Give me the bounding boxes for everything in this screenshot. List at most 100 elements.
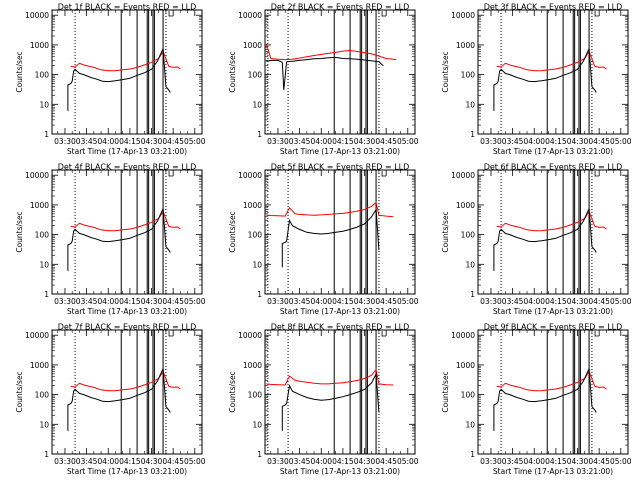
panel-title: Det 9f BLACK = Events RED = LLD: [484, 323, 623, 332]
y-tick-label: 1: [257, 450, 262, 459]
x-tick-label: 03:30: [267, 297, 289, 306]
x-tick-label: 04:30: [567, 297, 589, 306]
y-axis-label: Counts/sec: [15, 51, 24, 92]
y-axis-label: Counts/sec: [228, 211, 237, 252]
x-tick-label: 04:15: [119, 457, 141, 466]
top-bracket-mark: [594, 11, 600, 17]
x-tick-label: 05:00: [184, 137, 206, 146]
plot-frame: [477, 329, 629, 455]
y-tick-label: 1000: [456, 41, 475, 50]
panel-title: Det 7f BLACK = Events RED = LLD: [58, 323, 197, 332]
y-tick-label: 1: [470, 130, 475, 139]
lld-series-line: [70, 210, 181, 232]
y-tick-label: 100: [248, 71, 263, 80]
x-tick-label: 04:30: [567, 137, 589, 146]
y-axis-label: Counts/sec: [15, 211, 24, 252]
y-tick-label: 100: [35, 71, 50, 80]
x-tick-label: 04:45: [588, 297, 610, 306]
x-axis-label: Start Time (17-Apr-13 03:21:00): [280, 307, 400, 316]
y-tick-label: 10: [252, 100, 262, 109]
y-tick-label: 100: [461, 231, 476, 240]
plot-frame: [51, 9, 203, 135]
top-bracket-mark: [594, 171, 600, 177]
x-tick-label: 04:00: [523, 137, 545, 146]
x-tick-label: 04:45: [588, 457, 610, 466]
y-tick-label: 1000: [243, 361, 262, 370]
lld-series-line: [70, 50, 181, 72]
y-tick-label: 10: [465, 260, 475, 269]
y-axis-label: Counts/sec: [441, 51, 450, 92]
x-tick-label: 03:45: [502, 457, 524, 466]
x-tick-label: 03:45: [502, 297, 524, 306]
y-tick-label: 10: [252, 420, 262, 429]
y-tick-label: 1: [44, 290, 49, 299]
x-tick-label: 03:30: [267, 137, 289, 146]
x-tick-label: 03:45: [289, 297, 311, 306]
x-tick-label: 03:45: [502, 137, 524, 146]
x-tick-label: 03:30: [480, 457, 502, 466]
events-series-line: [493, 208, 597, 271]
x-tick-label: 04:15: [545, 137, 567, 146]
x-tick-label: 03:45: [76, 137, 98, 146]
x-tick-label: 03:30: [54, 137, 76, 146]
x-tick-label: 04:45: [375, 297, 397, 306]
x-axis-label: Start Time (17-Apr-13 03:21:00): [493, 307, 613, 316]
y-tick-label: 1: [470, 290, 475, 299]
lld-series-line: [496, 50, 607, 72]
y-tick-label: 10000: [451, 331, 475, 340]
panel-title: Det 2f BLACK = Events RED = LLD: [271, 3, 410, 12]
lld-series-line: [496, 370, 607, 392]
x-tick-label: 05:00: [184, 457, 206, 466]
panel-title: Det 8f BLACK = Events RED = LLD: [271, 323, 410, 332]
x-tick-label: 05:00: [397, 137, 419, 146]
y-tick-label: 10000: [25, 331, 49, 340]
y-axis-label: Counts/sec: [15, 371, 24, 412]
chart-panel-2: Det 2f BLACK = Events RED = LLD 1 10 100 100…: [228, 3, 419, 157]
top-bracket-mark: [168, 171, 174, 177]
y-tick-label: 100: [248, 231, 263, 240]
x-axis-label: Start Time (17-Apr-13 03:21:00): [280, 147, 400, 156]
x-tick-label: 04:15: [545, 457, 567, 466]
top-bracket-mark: [168, 11, 174, 17]
x-axis-label: Start Time (17-Apr-13 03:21:00): [493, 147, 613, 156]
x-tick-label: 04:45: [375, 137, 397, 146]
x-tick-label: 04:15: [332, 297, 354, 306]
x-tick-label: 05:00: [610, 137, 632, 146]
chart-panel-6: Det 6f BLACK = Events RED = LLD 1 10 100 100…: [441, 163, 632, 317]
x-tick-label: 04:00: [310, 137, 332, 146]
x-tick-label: 04:30: [141, 457, 163, 466]
events-series-line: [266, 56, 384, 91]
chart-panel-8: Det 8f BLACK = Events RED = LLD 1 10 100 100…: [228, 323, 419, 477]
y-tick-label: 10000: [238, 11, 262, 20]
y-tick-label: 10000: [25, 11, 49, 20]
x-tick-label: 03:30: [54, 297, 76, 306]
lld-series-line: [266, 201, 394, 218]
x-axis-label: Start Time (17-Apr-13 03:21:00): [67, 307, 187, 316]
chart-panel-3: Det 3f BLACK = Events RED = LLD 1 10 100 100…: [441, 3, 632, 157]
plot-frame: [264, 169, 416, 295]
lld-series-line: [496, 210, 607, 232]
y-tick-label: 10000: [238, 171, 262, 180]
plot-frame: [477, 169, 629, 295]
x-tick-label: 04:15: [332, 457, 354, 466]
x-tick-label: 04:00: [97, 297, 119, 306]
x-tick-label: 04:30: [354, 457, 376, 466]
y-axis-label: Counts/sec: [228, 51, 237, 92]
x-axis-label: Start Time (17-Apr-13 03:21:00): [67, 147, 187, 156]
events-series-line: [493, 48, 597, 111]
x-tick-label: 03:30: [54, 457, 76, 466]
y-tick-label: 10000: [25, 171, 49, 180]
x-tick-label: 04:00: [523, 297, 545, 306]
x-tick-label: 04:00: [523, 457, 545, 466]
y-tick-label: 1: [257, 290, 262, 299]
x-tick-label: 04:15: [545, 297, 567, 306]
y-tick-label: 10000: [451, 11, 475, 20]
x-tick-label: 03:30: [480, 137, 502, 146]
events-series-line: [281, 207, 380, 268]
events-series-line: [67, 48, 171, 111]
x-tick-label: 04:30: [141, 137, 163, 146]
x-tick-label: 04:30: [354, 297, 376, 306]
top-bracket-mark: [594, 331, 600, 337]
x-tick-label: 05:00: [397, 297, 419, 306]
lld-series-line: [265, 43, 397, 61]
